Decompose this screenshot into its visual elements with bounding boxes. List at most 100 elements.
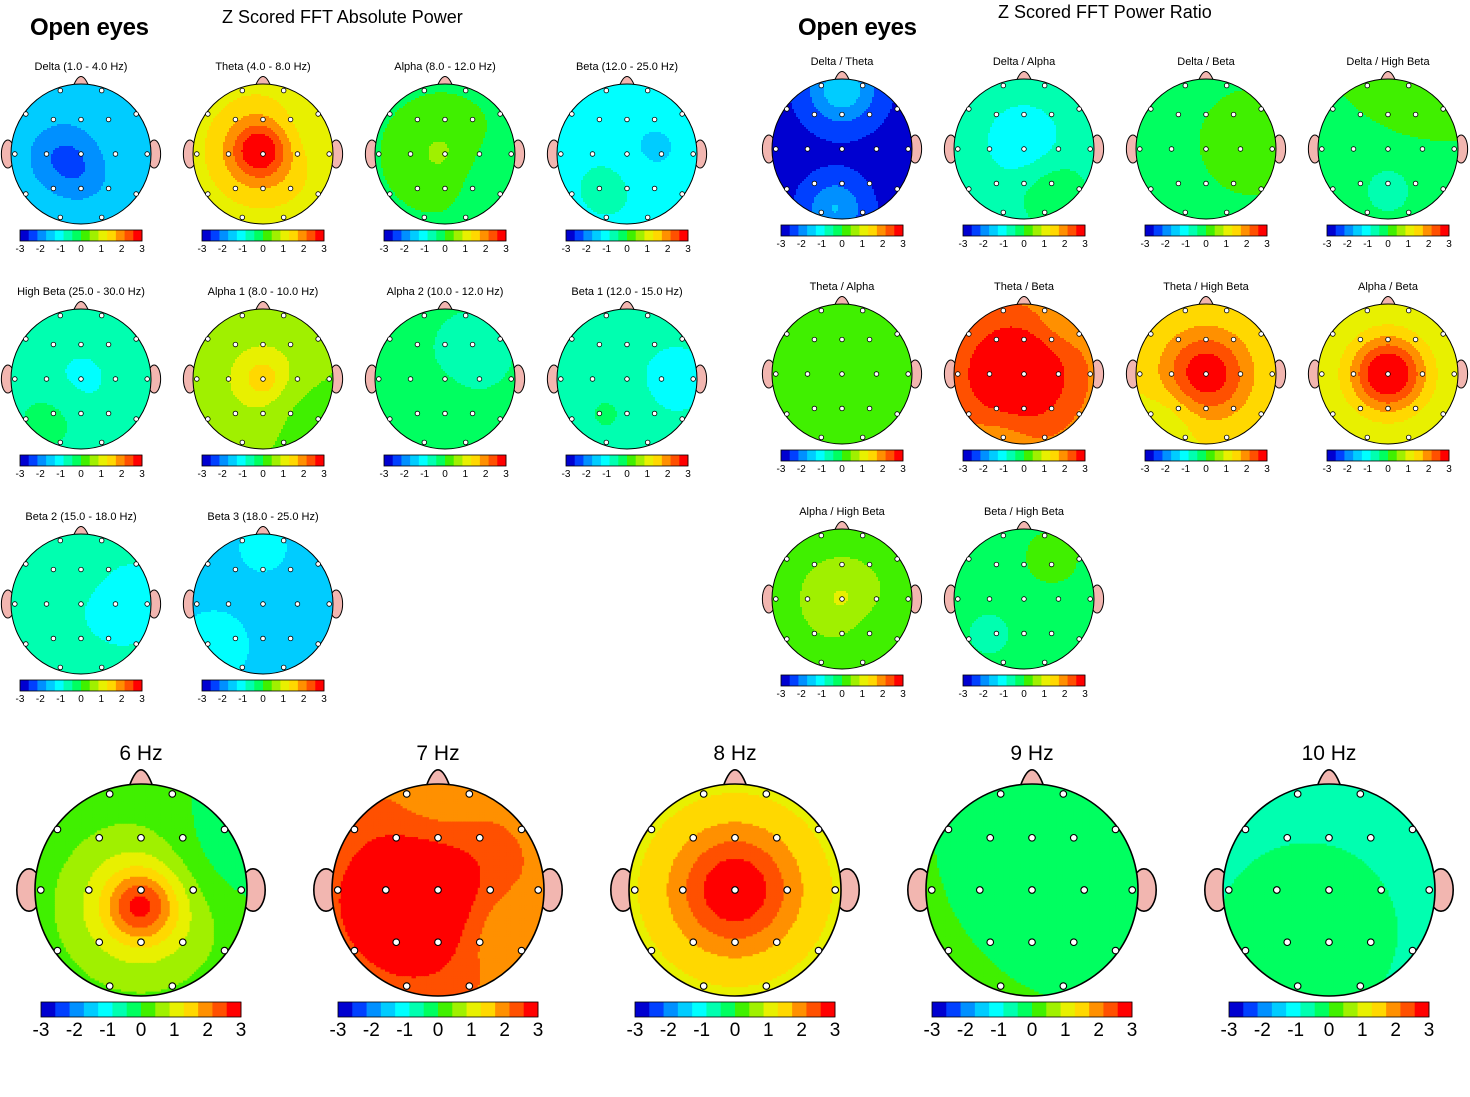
- electrode-marker: [867, 406, 872, 411]
- colorbar-segment: [1250, 450, 1259, 461]
- electrode-marker: [732, 939, 739, 946]
- colorbar-segment: [998, 450, 1007, 461]
- colorbar-segment: [1171, 225, 1180, 236]
- colorbar-segment: [219, 230, 228, 241]
- electrode-marker: [24, 417, 29, 422]
- colorbar-segment: [821, 1002, 836, 1017]
- electrode-marker: [79, 636, 84, 641]
- colorbar-segment: [1180, 225, 1189, 236]
- topomap-svg: -3 -2 -1 0 1 2 3: [366, 300, 524, 481]
- electrode-marker: [487, 887, 494, 894]
- electrode-marker: [1183, 210, 1188, 215]
- electrode-marker: [1070, 939, 1077, 946]
- colorbar-segment: [1371, 225, 1380, 236]
- colorbar-tick-label: 0: [1385, 239, 1391, 250]
- ratio-topomap: Beta / High Beta -3 -2 -1 0 1 2 3: [945, 506, 1103, 701]
- colorbar-tick-label: 0: [624, 469, 630, 480]
- colorbar-tick-label: -1: [238, 469, 247, 480]
- colorbar-tick-label: -3: [777, 239, 786, 250]
- electrode-marker: [680, 337, 685, 342]
- topomap-svg: -3 -2 -1 0 1 2 3: [315, 768, 561, 1042]
- electrode-marker: [1420, 147, 1425, 152]
- electrode-marker: [288, 636, 293, 641]
- colorbar-segment: [338, 1002, 353, 1017]
- colorbar-tick-label: 1: [763, 1020, 774, 1041]
- electrode-marker: [867, 181, 872, 186]
- electrode-marker: [408, 377, 413, 382]
- electrode-marker: [443, 117, 448, 122]
- electrode-marker: [1204, 406, 1209, 411]
- electrode-marker: [840, 372, 845, 377]
- ratio-topomap-label: Delta / Alpha: [945, 56, 1103, 70]
- colorbar-segment: [454, 455, 463, 466]
- colorbar-segment: [98, 1002, 113, 1017]
- electrode-marker: [415, 342, 420, 347]
- electrode-marker: [906, 147, 911, 152]
- colorbar-segment: [125, 680, 134, 691]
- colorbar-tick-label: -1: [999, 464, 1008, 475]
- electrode-marker: [295, 377, 300, 382]
- electrode-marker: [645, 88, 650, 93]
- colorbar-segment: [41, 1002, 56, 1017]
- colorbar-tick-label: -1: [1363, 464, 1372, 475]
- electrode-marker: [997, 983, 1004, 990]
- colorbar-segment: [289, 455, 298, 466]
- electrode-marker: [774, 372, 779, 377]
- electrode-marker: [79, 377, 84, 382]
- electrode-marker: [1070, 835, 1077, 842]
- colorbar-segment: [37, 680, 46, 691]
- electrode-marker: [977, 887, 984, 894]
- colorbar-segment: [946, 1002, 961, 1017]
- electrode-marker: [477, 152, 482, 157]
- colorbar-tick-label: -1: [396, 1020, 413, 1041]
- colorbar-tick-label: 2: [1390, 1020, 1401, 1041]
- colorbar-segment: [401, 230, 410, 241]
- colorbar-segment: [851, 675, 860, 686]
- colorbar-segment: [618, 455, 627, 466]
- electrode-marker: [967, 107, 972, 112]
- colorbar-tick-label: 0: [78, 244, 84, 255]
- colorbar-tick-label: 1: [1060, 1020, 1071, 1041]
- colorbar-segment: [98, 455, 107, 466]
- electrode-marker: [443, 377, 448, 382]
- electrode-marker: [106, 186, 111, 191]
- electrode-marker: [1274, 887, 1281, 894]
- electrode-marker: [1176, 181, 1181, 186]
- electrode-marker: [840, 631, 845, 636]
- colorbar-segment: [55, 680, 64, 691]
- electrode-marker: [774, 597, 779, 602]
- colorbar-tick-label: -1: [420, 244, 429, 255]
- electrode-marker: [1441, 412, 1446, 417]
- electrode-marker: [625, 117, 630, 122]
- electrode-marker: [179, 939, 186, 946]
- colorbar-segment: [618, 230, 627, 241]
- electrode-marker: [819, 83, 824, 88]
- colorbar-segment: [1061, 1002, 1076, 1017]
- electrode-marker: [987, 835, 994, 842]
- colorbar-tick-label: -1: [999, 239, 1008, 250]
- electrode-marker: [732, 887, 739, 894]
- electrode-marker: [1112, 947, 1119, 954]
- colorbar-tick-label: 1: [1224, 464, 1230, 475]
- electrode-marker: [1351, 372, 1356, 377]
- electrode-marker: [261, 411, 266, 416]
- colorbar-segment: [272, 455, 281, 466]
- electrode-marker: [1413, 406, 1418, 411]
- electrode-marker: [967, 187, 972, 192]
- absolute-topomap-label: Delta (1.0 - 4.0 Hz): [2, 61, 160, 75]
- colorbar-segment: [211, 230, 220, 241]
- electrode-marker: [1176, 337, 1181, 342]
- colorbar-segment: [20, 230, 29, 241]
- colorbar-segment: [1068, 450, 1077, 461]
- electrode-marker: [1242, 947, 1249, 954]
- colorbar-segment: [644, 455, 653, 466]
- colorbar-segment: [98, 680, 107, 691]
- colorbar-segment: [635, 1002, 650, 1017]
- electrode-marker: [240, 440, 245, 445]
- colorbar-tick-label: -3: [924, 1020, 941, 1041]
- colorbar-segment: [1033, 450, 1042, 461]
- electrode-marker: [840, 562, 845, 567]
- electrode-marker: [1183, 308, 1188, 313]
- colorbar-segment: [1089, 1002, 1104, 1017]
- colorbar-segment: [1229, 1002, 1244, 1017]
